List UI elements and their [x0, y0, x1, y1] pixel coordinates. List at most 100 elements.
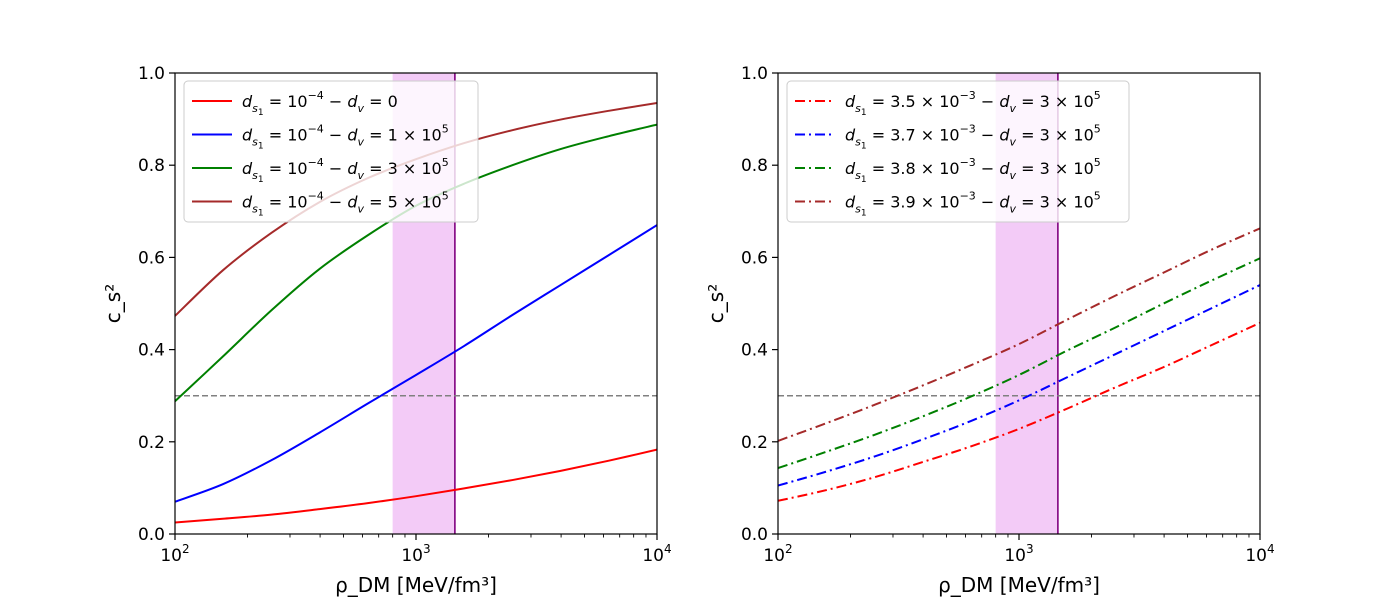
y-tick-label: 0.8	[741, 156, 768, 176]
legend-exponent: 5	[1094, 89, 1101, 102]
legend-exponent: 5	[442, 190, 449, 203]
legend-value: = 5 × 10	[364, 193, 442, 212]
legend-separator: −	[324, 126, 348, 145]
legend-value: = 3.5 × 10	[867, 92, 960, 111]
legend-value: = 3 × 10	[1016, 126, 1094, 145]
legend-symbol: d	[242, 126, 253, 145]
legend-value: = 10	[264, 159, 308, 178]
x-tick-exponent: 2	[182, 542, 190, 556]
legend-separator: −	[976, 159, 1000, 178]
x-tick-base: 10	[1245, 546, 1267, 566]
legend-separator: −	[976, 126, 1000, 145]
legend-value: = 10	[264, 92, 308, 111]
legend-subscript-index: 1	[258, 209, 264, 219]
x-tick-exponent: 2	[785, 542, 793, 556]
legend-subscript-index: 1	[861, 142, 867, 152]
legend-value: = 3 × 10	[1016, 193, 1094, 212]
legend-exponent: −3	[960, 123, 976, 136]
legend-label-4: ds1 = 3.9 × 10−3 − dv = 3 × 105	[845, 190, 1101, 219]
y-tick-label: 0.6	[741, 248, 768, 268]
legend-value: = 1 × 10	[364, 126, 442, 145]
legend-symbol: d	[845, 193, 856, 212]
legend-exponent: −4	[308, 190, 324, 203]
legend-symbol: d	[999, 193, 1010, 212]
legend-exponent: 5	[1094, 156, 1101, 169]
legend-subscript: v	[358, 102, 365, 115]
legend-subscript-index: 1	[861, 108, 867, 118]
legend-subscript-index: 1	[258, 108, 264, 118]
legend-symbol: d	[347, 159, 358, 178]
x-tick-exponent: 4	[1267, 542, 1275, 556]
y-tick-label: 0.0	[741, 525, 768, 545]
legend-subscript: s	[252, 203, 258, 216]
legend-value: = 3.9 × 10	[867, 193, 960, 212]
legend-value: = 3 × 10	[364, 159, 442, 178]
legend-symbol: d	[242, 193, 253, 212]
legend-value: = 3.7 × 10	[867, 126, 960, 145]
y-tick-label: 0.2	[138, 433, 165, 453]
legend-value: = 3.8 × 10	[867, 159, 960, 178]
legend-symbol: d	[242, 159, 253, 178]
y-axis-title: c_s²	[704, 284, 728, 323]
x-axis-title: ρ_DM [MeV/fm³]	[938, 573, 1100, 597]
legend-separator: −	[976, 92, 1000, 111]
legend-exponent: 5	[442, 156, 449, 169]
y-tick-label: 1.0	[741, 64, 768, 84]
x-tick-label: 102	[763, 542, 792, 566]
y-tick-label: 0.4	[741, 341, 768, 361]
legend-exponent: −3	[960, 89, 976, 102]
legend-value: = 0	[364, 92, 398, 111]
legend-exponent: −4	[308, 89, 324, 102]
y-tick-label: 0.2	[741, 433, 768, 453]
legend-subscript: s	[252, 136, 258, 149]
legend-symbol: d	[999, 92, 1010, 111]
legend-label-3: ds1 = 3.8 × 10−3 − dv = 3 × 105	[845, 156, 1101, 185]
x-tick-exponent: 3	[423, 542, 431, 556]
x-tick-label: 104	[1245, 542, 1274, 566]
legend-symbol: d	[845, 159, 856, 178]
legend-symbol: d	[347, 92, 358, 111]
legend-exponent: 5	[1094, 123, 1101, 136]
legend-symbol: d	[347, 193, 358, 212]
legend-exponent: −4	[308, 156, 324, 169]
legend-subscript: v	[358, 136, 365, 149]
legend-exponent: 5	[442, 123, 449, 136]
legend-symbol: d	[845, 92, 856, 111]
x-tick-exponent: 3	[1026, 542, 1034, 556]
legend-subscript: s	[855, 203, 861, 216]
legend-label-1: ds1 = 3.5 × 10−3 − dv = 3 × 105	[845, 89, 1101, 118]
y-tick-label: 0.6	[138, 248, 165, 268]
legend-symbol: d	[845, 126, 856, 145]
series-line-3	[778, 257, 1260, 470]
x-tick-label: 104	[642, 542, 671, 566]
x-tick-exponent: 4	[664, 542, 672, 556]
legend-subscript: v	[1010, 102, 1017, 115]
legend-label-2: ds1 = 3.7 × 10−3 − dv = 3 × 105	[845, 123, 1101, 152]
legend-value: = 3 × 10	[1016, 92, 1094, 111]
legend-symbol: d	[999, 159, 1010, 178]
legend-value: = 10	[264, 126, 308, 145]
y-tick-label: 0.4	[138, 341, 165, 361]
y-axis-title: c_s²	[101, 284, 125, 323]
series-line-4	[778, 227, 1260, 442]
legend-subscript-index: 1	[861, 175, 867, 185]
legend-exponent: −4	[308, 123, 324, 136]
legend-subscript: v	[1010, 136, 1017, 149]
legend-symbol: d	[999, 126, 1010, 145]
legend-value: = 10	[264, 193, 308, 212]
y-tick-label: 0.0	[138, 525, 165, 545]
legend-subscript: s	[855, 136, 861, 149]
x-tick-label: 102	[160, 542, 189, 566]
legend-subscript: s	[252, 102, 258, 115]
legend-label-3: ds1 = 10−4 − dv = 3 × 105	[242, 156, 449, 185]
series-line-2	[175, 224, 657, 503]
legend-separator: −	[976, 193, 1000, 212]
x-tick-base: 10	[1004, 546, 1026, 566]
legend-exponent: 5	[1094, 190, 1101, 203]
x-tick-label: 103	[401, 542, 430, 566]
legend-separator: −	[324, 159, 348, 178]
legend-subscript: s	[855, 169, 861, 182]
